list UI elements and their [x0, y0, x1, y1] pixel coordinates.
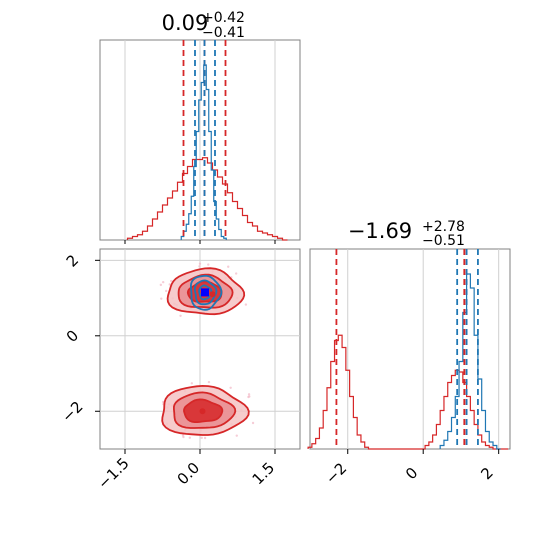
contour-blue-mode2-level2 — [198, 284, 213, 301]
tick-label-x-1: 0.0 — [174, 459, 204, 489]
contour-blue-mode2-level0 — [189, 274, 223, 311]
histogram-red-p0 — [126, 157, 288, 241]
scatter-point — [247, 393, 251, 396]
tick-label-x-0: −1.5 — [94, 454, 132, 492]
histogram-red-p1 — [307, 334, 509, 450]
scatter-point — [198, 262, 202, 265]
scatter-point — [227, 265, 230, 268]
scatter-point — [160, 297, 163, 300]
title-p0-median: 0.09 — [162, 11, 209, 35]
title-p1-median: −1.69 — [348, 219, 412, 243]
scatter-point — [229, 386, 232, 389]
title-p0-plus: +0.42 — [202, 10, 245, 26]
contours — [159, 262, 255, 440]
title-p0: 0.09 — [162, 11, 209, 35]
panel-p1-histogram — [309, 248, 511, 450]
tick-label-y-0: 2 — [63, 251, 82, 270]
tick-label-p1-0: −2 — [322, 459, 350, 487]
scatter-point — [207, 380, 211, 384]
scatter-point — [203, 436, 207, 440]
contour-blue-mode2-level1 — [193, 279, 218, 306]
scatter-point — [190, 382, 194, 385]
histogram-blue-p1 — [439, 273, 501, 450]
tick-label-y-2: −2 — [58, 398, 86, 426]
scatter-point — [200, 436, 203, 440]
scatter-point — [159, 283, 163, 287]
scatter-point — [251, 421, 255, 425]
scatter-point — [248, 395, 251, 398]
scatter-point — [188, 436, 192, 439]
tick-label-p1-1: 0 — [402, 464, 421, 483]
scatter-point — [207, 263, 210, 266]
scatter-point — [168, 283, 171, 286]
scatter-point — [234, 272, 238, 275]
scatter-point — [161, 280, 165, 284]
tick-label-y-1: 0 — [63, 327, 82, 346]
scatter-point — [165, 289, 168, 293]
red-mode-marker-upper — [209, 291, 216, 298]
red-mode-marker-lower — [199, 408, 206, 415]
title-p0-minus: −0.41 — [202, 25, 245, 41]
scatter-point — [198, 265, 201, 268]
title-p1-minus: −0.51 — [422, 233, 465, 249]
scatter-point — [235, 434, 238, 437]
truth-marker — [201, 288, 209, 297]
scatter-point — [179, 314, 182, 317]
tick-label-x-2: 1.5 — [249, 459, 279, 489]
histograms — [126, 64, 509, 450]
tick-label-p1-2: 2 — [477, 464, 496, 483]
scatter-point — [182, 435, 185, 439]
quantile-lines — [182, 40, 479, 449]
title-p1-plus: +2.78 — [422, 219, 465, 235]
scatter-point — [244, 303, 248, 306]
scatter-point — [170, 279, 173, 283]
